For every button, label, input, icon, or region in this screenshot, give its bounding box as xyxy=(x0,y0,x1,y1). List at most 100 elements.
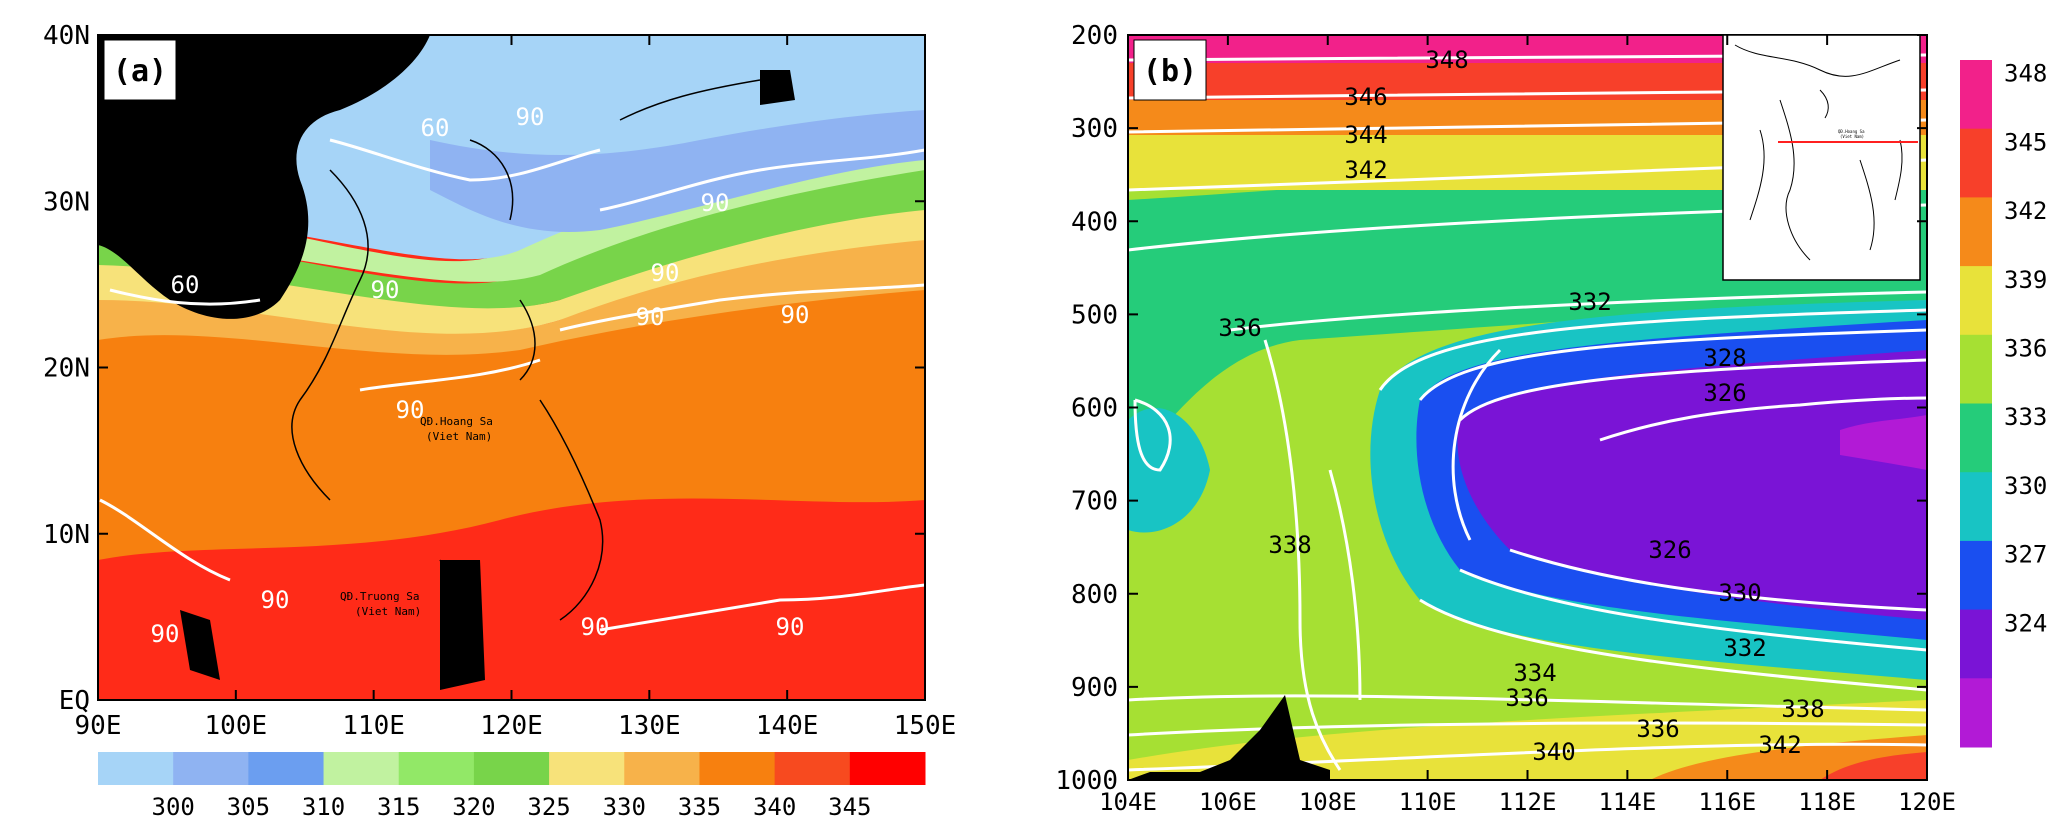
annotation-hoang-sa: QĐ.Hoang Sa xyxy=(420,415,493,428)
panel-a-y-axis: EQ 10N 20N 30N 40N xyxy=(43,21,925,716)
contour-label: 346 xyxy=(1344,83,1387,111)
colorbar-label: 333 xyxy=(2004,403,2047,431)
y-tick-label: 300 xyxy=(1071,114,1118,144)
contour-label: 336 xyxy=(1505,684,1548,712)
colorbar-swatch xyxy=(699,752,776,785)
colorbar-swatch xyxy=(1960,609,1992,679)
annotation-hoang-sa-country: (Viet Nam) xyxy=(426,430,492,443)
colorbar-swatch xyxy=(1960,266,1992,336)
y-tick-label: 20N xyxy=(43,354,90,384)
colorbar-swatch xyxy=(248,752,325,785)
y-tick-label: 500 xyxy=(1071,300,1118,330)
panel-a-contour-labels: 60 90 90 90 60 90 90 90 90 90 90 90 90 xyxy=(151,103,810,648)
contour-label: 340 xyxy=(1532,738,1575,766)
x-tick-label: 104E xyxy=(1099,788,1157,816)
colorbar-swatch xyxy=(549,752,625,785)
y-tick-label: 700 xyxy=(1071,487,1118,517)
colorbar-swatch xyxy=(98,752,174,785)
colorbar-label: 324 xyxy=(2004,609,2047,637)
contour-label: 326 xyxy=(1703,379,1746,407)
colorbar-swatch xyxy=(323,752,400,785)
colorbar-label: 327 xyxy=(2004,541,2047,569)
y-tick-label: 40N xyxy=(43,21,90,51)
x-tick-label: 106E xyxy=(1199,788,1257,816)
contour-label: 90 xyxy=(371,276,400,304)
colorbar-label: 315 xyxy=(377,793,420,821)
y-tick-label: 900 xyxy=(1071,673,1118,703)
contour-label: 336 xyxy=(1636,715,1679,743)
contour-label: 90 xyxy=(396,396,425,424)
contour-label: 328 xyxy=(1703,344,1746,372)
panel-a-x-axis: 90E 100E 110E 120E 130E 140E 150E xyxy=(75,35,956,741)
contour-label: 60 xyxy=(171,271,200,299)
x-tick-label: 108E xyxy=(1299,788,1357,816)
inset-caption-hoang-sa: QĐ.Hoang Sa xyxy=(1838,129,1865,134)
x-tick-label: 118E xyxy=(1798,788,1856,816)
colorbar-swatch xyxy=(1960,197,1992,267)
contour-label: 332 xyxy=(1568,288,1611,316)
contour-label: 338 xyxy=(1781,695,1824,723)
panel-b-colorbar: 348 345 342 339 336 333 330 327 324 xyxy=(1960,60,2047,748)
colorbar-label: 310 xyxy=(302,793,345,821)
colorbar-label: 325 xyxy=(527,793,570,821)
colorbar-label: 300 xyxy=(152,793,195,821)
annotation-truong-sa: QĐ.Truong Sa xyxy=(340,590,419,603)
contour-label: 330 xyxy=(1718,579,1761,607)
contour-label: 348 xyxy=(1425,46,1468,74)
contour-label: 342 xyxy=(1758,731,1801,759)
x-tick-label: 120E xyxy=(1898,788,1956,816)
colorbar-swatch xyxy=(1960,60,1992,130)
contour-label: 90 xyxy=(261,586,290,614)
contour-label: 90 xyxy=(581,613,610,641)
contour-label: 90 xyxy=(781,301,810,329)
y-tick-label: 800 xyxy=(1071,580,1118,610)
colorbar-label: 336 xyxy=(2004,335,2047,363)
panel-b-label: (b) xyxy=(1143,54,1197,89)
colorbar-swatch xyxy=(774,752,851,785)
colorbar-label: 339 xyxy=(2004,266,2047,294)
colorbar-label: 335 xyxy=(678,793,721,821)
x-tick-label: 130E xyxy=(618,711,681,741)
x-tick-label: 100E xyxy=(205,711,268,741)
contour-label: 90 xyxy=(651,259,680,287)
colorbar-label: 345 xyxy=(828,793,871,821)
y-tick-label: 30N xyxy=(43,187,90,217)
colorbar-swatch xyxy=(1960,678,1992,748)
x-tick-label: 140E xyxy=(756,711,819,741)
colorbar-label: 330 xyxy=(603,793,646,821)
x-tick-label: 110E xyxy=(1399,788,1457,816)
y-tick-label: 400 xyxy=(1071,207,1118,237)
contour-label: 334 xyxy=(1513,659,1556,687)
y-tick-label: 600 xyxy=(1071,394,1118,424)
y-tick-label: 200 xyxy=(1071,21,1118,51)
colorbar-label: 345 xyxy=(2004,128,2047,156)
topography-silhouette xyxy=(1128,695,1330,780)
contour-label: 90 xyxy=(776,613,805,641)
colorbar-swatch xyxy=(1960,128,1992,198)
contour-label: 332 xyxy=(1723,634,1766,662)
colorbar-label: 342 xyxy=(2004,197,2047,225)
x-tick-label: 112E xyxy=(1499,788,1557,816)
y-tick-label: 10N xyxy=(43,520,90,550)
colorbar-swatch xyxy=(173,752,249,785)
panel-a-label-box: (a) xyxy=(103,39,177,101)
contour-label: 90 xyxy=(636,303,665,331)
colorbar-swatch xyxy=(1960,540,1992,611)
panel-b: (b) QĐ.Hoang Sa (Viet Nam) 3483463443423… xyxy=(1055,21,2047,816)
inset-map: QĐ.Hoang Sa (Viet Nam) xyxy=(1722,34,1921,281)
colorbar-label: 348 xyxy=(2004,60,2047,88)
colorbar-label: 330 xyxy=(2004,472,2047,500)
contour-label: 344 xyxy=(1344,121,1387,149)
contour-label: 90 xyxy=(701,189,730,217)
colorbar-label: 340 xyxy=(753,793,796,821)
contour-label: 90 xyxy=(151,620,180,648)
colorbar-swatch xyxy=(1960,472,1992,542)
inset-caption-country: (Viet Nam) xyxy=(1840,134,1864,139)
panel-b-x-axis: 104E 106E 108E 110E 112E 114E 116E 118E 120E xyxy=(1099,35,1956,816)
colorbar-swatch xyxy=(624,752,700,785)
contour-label: 90 xyxy=(516,103,545,131)
contour-label: 326 xyxy=(1648,536,1691,564)
y-tick-label: 1000 xyxy=(1055,766,1118,796)
